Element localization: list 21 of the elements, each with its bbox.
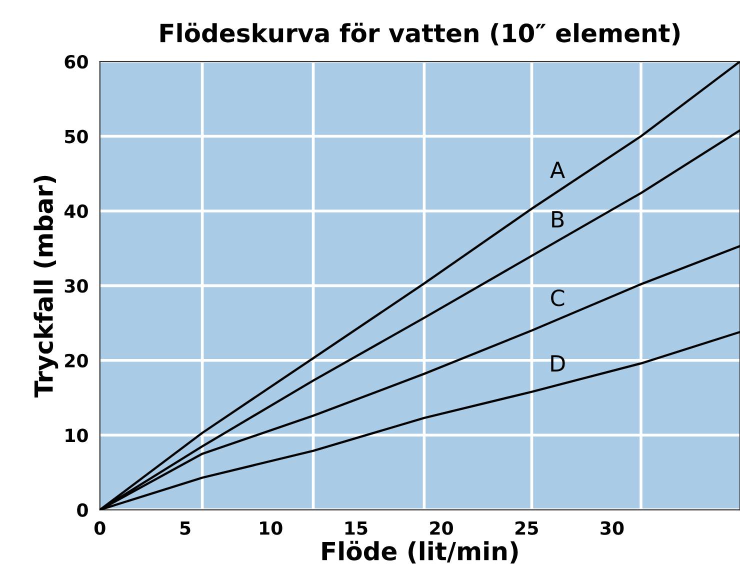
y-axis-title: Tryckfall (mbar) <box>34 176 58 398</box>
y-tick-label: 0 <box>77 503 88 517</box>
chart-title: Flödeskurva för vatten (10″ element) <box>160 22 680 46</box>
y-tick-label: 10 <box>66 428 88 442</box>
x-tick-label: 0 <box>94 521 106 535</box>
x-tick-label: 5 <box>180 521 190 535</box>
x-axis-title: Flöde (lit/min) <box>322 540 518 564</box>
series-label: A <box>550 162 565 178</box>
x-tick-label: 20 <box>430 521 453 535</box>
x-tick-label: 25 <box>516 521 538 535</box>
y-tick-label: 20 <box>65 354 88 368</box>
y-tick-label: 60 <box>64 54 88 69</box>
x-tick-label: 30 <box>600 521 624 535</box>
y-tick-label: 30 <box>64 279 88 293</box>
series-label: B <box>552 211 564 228</box>
y-tick-label: 50 <box>65 130 88 144</box>
series-label: C <box>551 289 564 306</box>
x-tick-label: 15 <box>345 521 368 535</box>
y-tick-label: 40 <box>64 204 88 218</box>
x-tick-label: 10 <box>260 521 282 535</box>
series-label: D <box>551 355 565 372</box>
